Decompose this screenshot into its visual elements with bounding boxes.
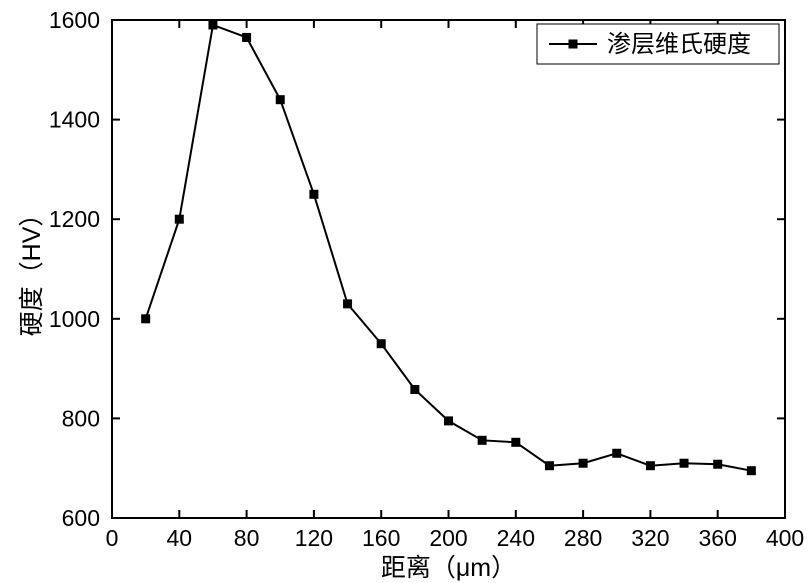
data-marker [242, 33, 251, 42]
data-marker [309, 190, 318, 199]
chart-container: 0 40 80 120 160 200 240 280 320 360 400 600 800 1000 1… [0, 0, 809, 583]
hardness-distance-chart: 0 40 80 120 160 200 240 280 320 360 400 600 800 1000 1… [0, 0, 809, 583]
y-tick-label: 600 [62, 505, 100, 531]
data-marker [444, 416, 453, 425]
data-marker [175, 215, 184, 224]
y-tick-label: 1200 [49, 206, 100, 232]
x-tick-label: 400 [766, 525, 804, 551]
data-marker [478, 436, 487, 445]
data-marker [511, 438, 520, 447]
y-axis-label: 硬度（HV） [18, 202, 46, 337]
x-tick-label: 280 [564, 525, 602, 551]
data-marker [680, 459, 689, 468]
x-tick-label: 320 [631, 525, 669, 551]
x-tick-label: 80 [234, 525, 260, 551]
x-tick-label: 240 [497, 525, 535, 551]
x-axis-label: 距离（μm） [381, 554, 516, 582]
data-marker [646, 461, 655, 470]
y-tick-label: 1600 [49, 7, 100, 33]
x-tick-label: 360 [699, 525, 737, 551]
data-marker [612, 449, 621, 458]
data-marker [343, 299, 352, 308]
y-tick-label: 1400 [49, 107, 100, 133]
data-marker [208, 20, 217, 29]
data-marker [377, 339, 386, 348]
x-tick-label: 40 [167, 525, 193, 551]
y-tick-label: 800 [62, 405, 100, 431]
x-tick-label: 120 [295, 525, 333, 551]
x-tick-label: 160 [362, 525, 400, 551]
y-tick-label: 1000 [49, 306, 100, 332]
data-marker [410, 385, 419, 394]
data-marker [747, 466, 756, 475]
data-marker [579, 459, 588, 468]
legend-label: 渗层维氏硬度 [607, 31, 751, 58]
data-marker [141, 314, 150, 323]
x-tick-label: 200 [429, 525, 467, 551]
data-marker [545, 461, 554, 470]
data-marker [276, 95, 285, 104]
legend-marker [569, 40, 578, 49]
data-marker [713, 460, 722, 469]
x-tick-label: 0 [106, 525, 119, 551]
